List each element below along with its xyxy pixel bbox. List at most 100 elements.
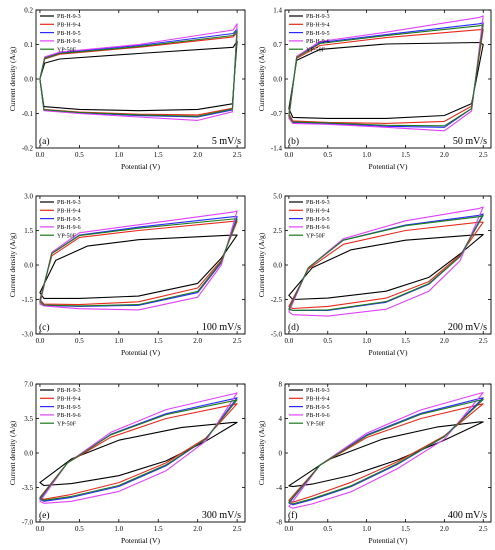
y-tick-label: 0.7 [273, 41, 282, 49]
panel-letter: (e) [39, 510, 50, 521]
y-tick-label: -0.1 [22, 110, 34, 118]
y-tick-label: -3.5 [22, 484, 34, 492]
legend-label: PB-H-9-6 [306, 413, 330, 419]
legend-label: PB-H-9-5 [57, 405, 81, 411]
x-tick-label: 2.0 [193, 525, 202, 533]
series-group [288, 15, 484, 132]
legend-label: YP-50F [306, 421, 326, 427]
x-tick-label: 2.5 [479, 337, 488, 345]
x-tick-label: 2.5 [479, 151, 488, 159]
legend-label: PB-H-9-3 [57, 14, 81, 20]
y-tick-label: 0.0 [273, 262, 282, 270]
cv-curve-yp-50f [39, 218, 238, 307]
scan-rate-label: 200 mV/s [448, 322, 487, 333]
legend-label: PB-H-9-4 [57, 23, 81, 29]
x-tick-label: 1.5 [154, 337, 163, 345]
legend-label: PB-H-9-4 [57, 397, 81, 403]
y-tick-label: -1.4 [271, 145, 283, 153]
legend-label: YP-50F [306, 233, 326, 239]
scan-rate-label: 300 mV/s [202, 510, 241, 521]
x-tick-label: 2.0 [440, 337, 449, 345]
cv-curve-pb-h-9-6 [288, 206, 484, 317]
cv-curve-pb-h-9-3 [39, 421, 238, 487]
legend-label: PB-H-9-5 [57, 31, 81, 37]
cv-curve-pb-h-9-6 [288, 392, 484, 509]
x-tick-label: 1.0 [114, 151, 123, 159]
y-axis-label: Current density (A/g) [257, 46, 266, 111]
x-tick-label: 1.5 [401, 337, 410, 345]
legend-label: PB-H-9-6 [306, 39, 330, 45]
legend-label: YP-50F [57, 421, 77, 427]
y-axis-label: Current density (A/g) [8, 420, 17, 485]
x-tick-label: 0.0 [36, 337, 45, 345]
x-tick-label: 2.5 [233, 525, 242, 533]
y-tick-label: -7.0 [22, 519, 34, 527]
y-tick-label: 2.5 [273, 227, 282, 235]
y-axis-label: Current density (A/g) [8, 46, 17, 111]
legend: PB-H-9-3 PB-H-9-4 PB-H-9-5 PB-H-9-6 YP-50F [40, 388, 81, 427]
x-tick-label: 2.0 [193, 337, 202, 345]
x-tick-label: 0.0 [36, 151, 45, 159]
scan-rate-label: 50 mV/s [453, 136, 487, 147]
x-tick-label: 2.5 [233, 151, 242, 159]
legend-label: PB-H-9-4 [306, 209, 330, 215]
panel-letter: (a) [39, 136, 50, 147]
legend-label: PB-H-9-6 [57, 413, 81, 419]
x-tick-label: 2.0 [193, 151, 202, 159]
y-tick-label: 4 [279, 415, 283, 423]
y-axis-label: Current density (A/g) [8, 232, 17, 297]
legend-label: PB-H-9-4 [306, 23, 330, 29]
cv-curve-pb-h-9-3 [288, 421, 484, 488]
legend-label: YP-50F [57, 47, 77, 53]
x-axis-label: Potential (V) [369, 536, 408, 545]
x-tick-label: 0.5 [75, 337, 84, 345]
panel-5: 0.0 0.5 1.0 1.5 2.0 2.5 -8 -4 0 4 8 Potential (V) Cu… [257, 381, 492, 545]
legend-label: PB-H-9-6 [57, 39, 81, 45]
legend-label: YP-50F [306, 47, 326, 53]
y-tick-label: -3.0 [22, 331, 34, 339]
x-tick-label: 0.5 [323, 525, 332, 533]
y-tick-label: 7.0 [24, 381, 33, 389]
x-tick-label: 0.0 [36, 525, 45, 533]
scan-rate-label: 400 mV/s [448, 510, 487, 521]
cv-curve-yp-50f [39, 30, 238, 117]
panel-3: 0.0 0.5 1.0 1.5 2.0 2.5 -5.0 -2.5 0.0 2.5 5.0 Poten… [257, 193, 492, 357]
cv-curve-pb-h-9-3 [288, 41, 484, 119]
x-tick-label: 1.5 [154, 525, 163, 533]
series-group [288, 392, 484, 509]
legend: PB-H-9-3 PB-H-9-4 PB-H-9-5 PB-H-9-6 YP-50F [289, 200, 330, 239]
panel-letter: (b) [288, 136, 299, 147]
x-axis-label: Potential (V) [369, 348, 408, 357]
panel-2: 0.0 0.5 1.0 1.5 2.0 2.5 -3.0 -1.5 0.0 1.5 3.0 Poten… [8, 193, 246, 357]
cv-curve-pb-h-9-4 [288, 403, 484, 503]
x-tick-label: 2.5 [233, 337, 242, 345]
y-tick-label: -8 [276, 519, 282, 527]
scan-rate-label: 100 mV/s [202, 322, 241, 333]
cv-curve-yp-50f [288, 24, 484, 127]
y-tick-label: 0.1 [24, 41, 33, 49]
y-tick-label: -1.5 [22, 296, 34, 304]
y-tick-label: 1.5 [24, 227, 33, 235]
cv-curve-yp-50f [288, 214, 484, 311]
x-tick-label: 0.5 [75, 151, 84, 159]
x-axis-label: Potential (V) [121, 348, 160, 357]
cv-curve-pb-h-9-4 [288, 221, 484, 310]
y-axis-label: Current density (A/g) [257, 232, 266, 297]
y-tick-label: 1.4 [273, 7, 282, 15]
y-tick-label: 0.0 [24, 76, 33, 84]
panel-letter: (c) [39, 322, 50, 333]
series-group [39, 23, 238, 121]
series-group [39, 210, 238, 311]
y-tick-label: 3.5 [24, 415, 33, 423]
x-tick-label: 0.0 [285, 337, 294, 345]
legend-label: PB-H-9-5 [306, 217, 330, 223]
x-tick-label: 1.0 [362, 525, 371, 533]
x-tick-label: 0.5 [323, 337, 332, 345]
x-tick-label: 1.0 [362, 151, 371, 159]
legend: PB-H-9-3 PB-H-9-4 PB-H-9-5 PB-H-9-6 YP-50F [40, 14, 81, 53]
legend-label: PB-H-9-4 [306, 397, 330, 403]
y-tick-label: -4 [276, 484, 282, 492]
panel-1: 0.0 0.5 1.0 1.5 2.0 2.5 -1.4 -0.7 0.0 0.7 1.4 Poten… [257, 7, 492, 171]
legend-label: PB-H-9-3 [57, 388, 81, 394]
y-tick-label: 0.0 [273, 76, 282, 84]
